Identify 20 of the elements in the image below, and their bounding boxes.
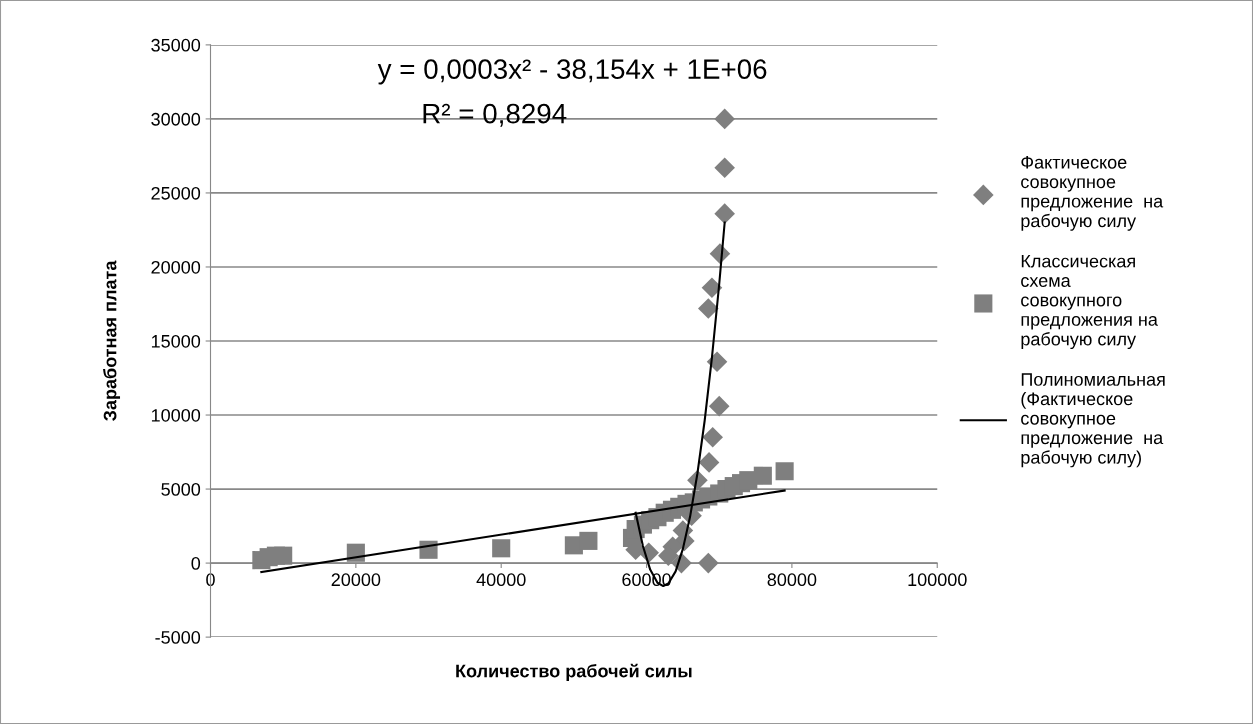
x-tick-label: 80000 bbox=[767, 573, 817, 587]
y-tick-label: 25000 bbox=[151, 186, 201, 200]
legend-label: Классическая схема совокупного предложения на рабочую силу bbox=[1021, 254, 1158, 350]
legend-label: Полиномиальная (Фактическое совокупное предложение на рабочую силу) bbox=[1021, 373, 1165, 468]
x-axis-title: Количество рабочей силы bbox=[456, 663, 692, 681]
y-tick-label: 5000 bbox=[161, 483, 201, 496]
x-tick-label: 100000 bbox=[908, 573, 967, 587]
y-axis-title: Заработная плата bbox=[103, 260, 121, 421]
y-tick-label: 0 bbox=[191, 557, 201, 570]
y-tick-label: 35000 bbox=[151, 38, 201, 52]
x-tick-label: 40000 bbox=[476, 573, 526, 587]
y-tick-label: 15000 bbox=[151, 334, 201, 348]
y-tick-label: 10000 bbox=[151, 408, 201, 422]
x-tick-label: 20000 bbox=[331, 573, 381, 587]
y-tick-label: 30000 bbox=[151, 112, 201, 126]
y-tick-label: 20000 bbox=[151, 260, 201, 274]
annotation: y = 0,0003x² - 38,154x + 1E+06 bbox=[377, 59, 767, 85]
y-tick-label: -5000 bbox=[155, 631, 201, 644]
legend-label: Фактическое совокупное предложение на рабочую силу bbox=[1021, 156, 1164, 231]
annotation: R² = 0,8294 bbox=[423, 103, 567, 127]
